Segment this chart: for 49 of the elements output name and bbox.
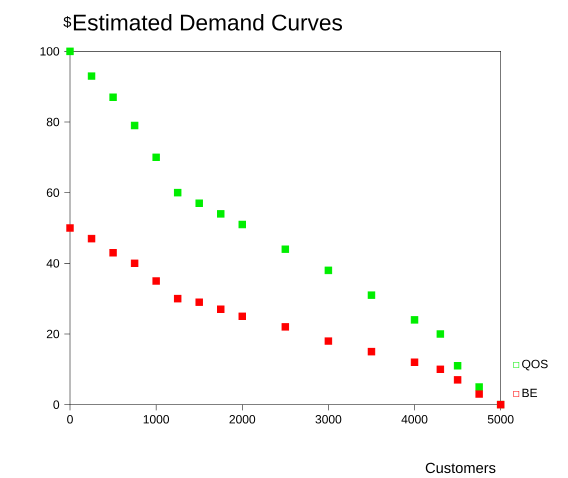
- point: [475, 390, 483, 398]
- x-tick-label: 5000: [488, 415, 514, 424]
- point: [66, 224, 74, 232]
- point: [436, 366, 444, 374]
- point: [282, 245, 290, 253]
- y-tick-label: 60: [46, 188, 60, 197]
- chart-title: Estimated Demand Curves: [74, 14, 342, 31]
- point: [436, 330, 444, 338]
- point: [152, 277, 160, 285]
- x-tick-label: 0: [67, 415, 73, 424]
- point: [88, 234, 96, 242]
- point: [130, 122, 138, 130]
- y-tick-label: 80: [46, 118, 60, 126]
- point: [217, 210, 224, 218]
- y-tick-label: 100: [40, 47, 60, 56]
- point: [238, 312, 246, 320]
- point: [130, 260, 138, 268]
- point: [174, 294, 182, 302]
- point: [109, 248, 117, 256]
- point: [195, 298, 203, 306]
- point: [88, 72, 96, 80]
- point: [66, 48, 74, 56]
- y-tick-label: 0: [53, 400, 60, 409]
- point: [324, 266, 332, 274]
- x-tick-label: 1000: [144, 415, 170, 424]
- x-tick-label: 2000: [230, 415, 256, 424]
- legend-label: BE: [522, 388, 538, 398]
- point: [109, 94, 117, 101]
- point: [410, 316, 418, 324]
- point: [217, 306, 224, 313]
- y-tick-label: 40: [46, 259, 60, 268]
- point: [324, 337, 332, 345]
- point: [410, 358, 418, 366]
- y-axis-title: $: [63, 16, 72, 28]
- point: [454, 376, 462, 384]
- x-tick-label: 3000: [316, 415, 342, 424]
- point: [368, 291, 376, 299]
- point: [174, 188, 182, 196]
- point: [152, 154, 160, 162]
- point: [195, 200, 203, 207]
- y-tick-label: 20: [46, 330, 60, 338]
- legend-label: QOS: [522, 360, 548, 370]
- point: [282, 323, 290, 331]
- point: [454, 362, 462, 370]
- point: [368, 348, 376, 356]
- point: [238, 220, 246, 228]
- x-tick-label: 4000: [401, 415, 428, 424]
- x-axis-title: Customers: [426, 462, 496, 474]
- point: [475, 383, 483, 391]
